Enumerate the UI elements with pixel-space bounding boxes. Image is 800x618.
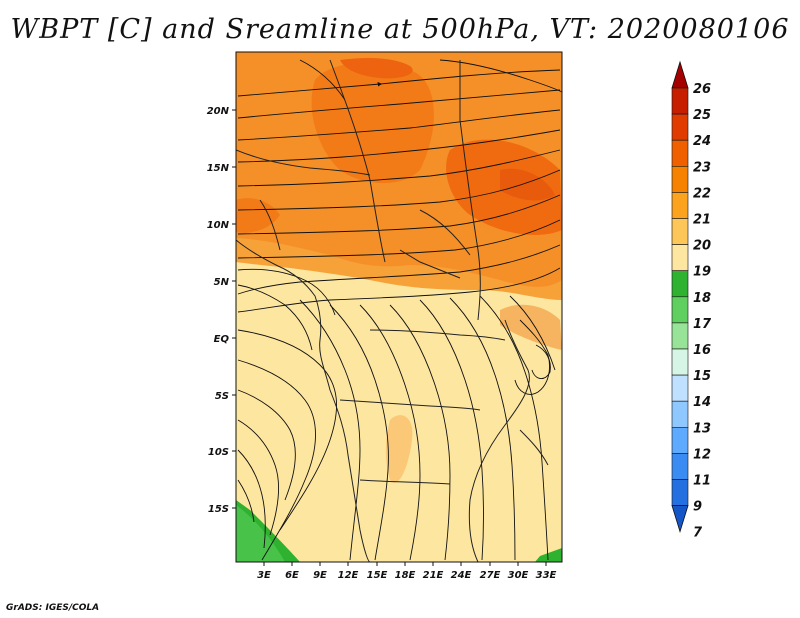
- colorbar-label: 25: [693, 108, 711, 123]
- colorbar-swatch: [671, 348, 689, 376]
- colorbar-swatch: [671, 374, 689, 402]
- colorbar-label: 18: [693, 291, 711, 306]
- lat-tick-label: 20N: [207, 106, 230, 117]
- colorbar-label: 21: [693, 213, 711, 228]
- lon-tick-label: 33E: [536, 570, 557, 581]
- colorbar-bottom-arrow: [671, 505, 689, 533]
- colorbar-label: 12: [693, 447, 711, 462]
- longitude-axis: [263, 562, 547, 566]
- colorbar-swatch: [671, 166, 689, 193]
- colorbar-swatch: [671, 244, 689, 272]
- colorbar-label: 26: [693, 82, 711, 97]
- plot-frame: [235, 51, 563, 563]
- colorbar-swatch: [671, 400, 689, 428]
- colorbar-swatch: [671, 139, 689, 167]
- colorbar-label: 9: [693, 500, 702, 515]
- colorbar-label: 7: [693, 526, 703, 541]
- colorbar-swatch: [671, 453, 689, 480]
- streamlines: [237, 59, 562, 561]
- colorbar-label: 16: [693, 343, 711, 358]
- colorbar-swatch: [671, 322, 689, 350]
- lon-tick-label: 9E: [313, 570, 327, 581]
- lon-tick-label: 12E: [338, 570, 359, 581]
- lon-tick-label: 30E: [508, 570, 529, 581]
- colorbar-swatch: [671, 87, 689, 115]
- colorbar-swatch: [671, 192, 689, 219]
- colorbar-swatch: [671, 218, 689, 245]
- colorbar-label: 14: [693, 395, 711, 410]
- colorbar-label: 11: [693, 474, 711, 489]
- lat-tick-label: 10S: [208, 447, 229, 458]
- colorbar-label: 13: [693, 421, 711, 436]
- colorbar-label: 23: [693, 160, 711, 175]
- credit-label: GrADS: IGES/COLA: [6, 603, 100, 613]
- lat-tick-label: 5S: [215, 391, 229, 402]
- colorbar: 26 25 24 23 22 21 20 19 18 17 16 15 14 13 12 11 9 7: [671, 60, 712, 541]
- lon-tick-label: 15E: [367, 570, 388, 581]
- coastlines-and-borders: [236, 59, 549, 562]
- colorbar-label: 20: [693, 239, 711, 254]
- lon-tick-label: 18E: [395, 570, 416, 581]
- colorbar-label: 22: [693, 186, 711, 201]
- colorbar-top-arrow: [671, 60, 689, 89]
- map-title: WBPT [C] and Sreamline at 500hPa, VT: 20…: [10, 14, 790, 45]
- lon-tick-label: 6E: [285, 570, 299, 581]
- latitude-axis: [232, 109, 236, 509]
- colorbar-swatch: [671, 296, 689, 324]
- colorbar-label: 17: [693, 317, 712, 332]
- colorbar-label: 24: [693, 134, 711, 149]
- lon-tick-label: 3E: [257, 570, 271, 581]
- lat-tick-label: 15S: [208, 504, 229, 515]
- lon-tick-label: 27E: [480, 570, 501, 581]
- colorbar-swatch: [671, 426, 689, 454]
- lat-tick-label: 15N: [207, 163, 230, 174]
- colorbar-swatch: [671, 270, 689, 298]
- lon-tick-label: 24E: [451, 570, 472, 581]
- lat-tick-label: 10N: [207, 220, 230, 231]
- colorbar-swatch: [671, 479, 689, 506]
- colorbar-label: 19: [693, 265, 711, 280]
- colorbar-label: 15: [693, 369, 711, 384]
- colorbar-swatch: [671, 113, 689, 141]
- lat-tick-label: EQ: [214, 334, 230, 345]
- lon-tick-label: 21E: [423, 570, 444, 581]
- lat-tick-label: 5N: [214, 277, 230, 288]
